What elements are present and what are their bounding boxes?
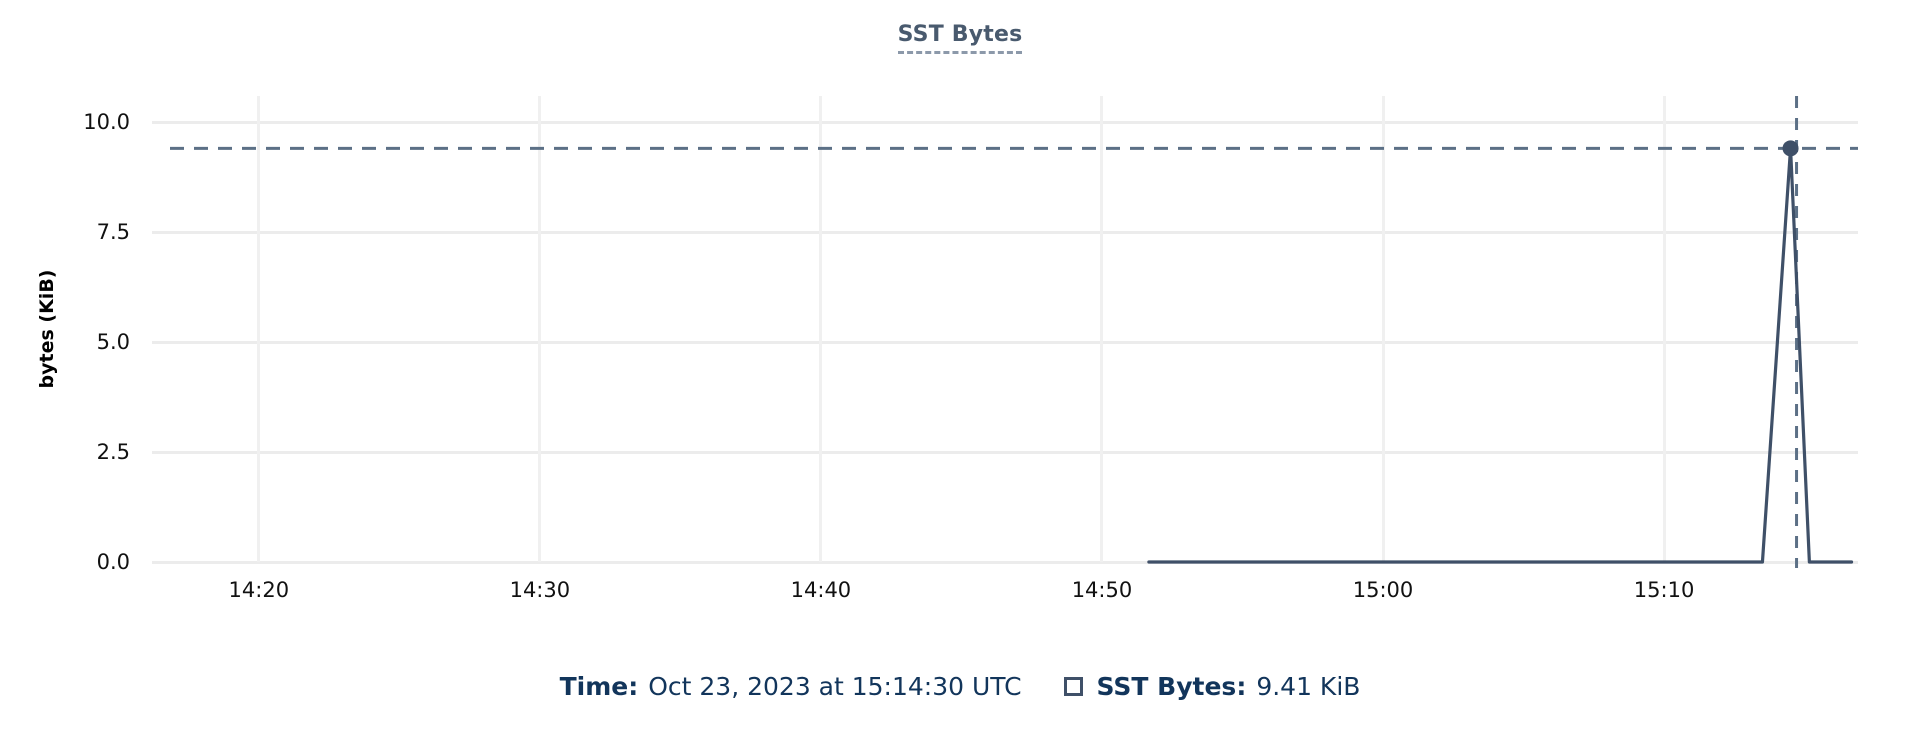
series-plot (170, 96, 1858, 568)
gridline-vertical (1100, 96, 1104, 562)
gridline-vertical (1381, 96, 1385, 562)
x-axis-tick-label: 15:00 (1352, 578, 1414, 602)
footer-time-label: Time: (559, 672, 639, 701)
gridline-horizontal (152, 230, 1858, 234)
footer-time-group: Time: Oct 23, 2023 at 15:14:30 UTC (560, 672, 1022, 701)
series-line-sst-bytes (1147, 146, 1854, 564)
x-axis-tick-label: 15:10 (1633, 578, 1695, 602)
footer-series-value: 9.41 KiB (1256, 672, 1361, 701)
chart-footer: Time: Oct 23, 2023 at 15:14:30 UTC SST B… (0, 672, 1920, 701)
x-axis-tick-label: 14:50 (1071, 578, 1133, 602)
y-axis-tick-label: 7.5 (96, 220, 130, 245)
footer-time-value: Oct 23, 2023 at 15:14:30 UTC (648, 672, 1022, 701)
gridline-vertical (538, 96, 542, 562)
footer-series-group[interactable]: SST Bytes: 9.41 KiB (1063, 672, 1361, 701)
gridline-horizontal (152, 560, 1858, 564)
x-axis-tick-label: 14:30 (509, 578, 571, 602)
x-axis-tick-label: 14:20 (228, 578, 290, 602)
hover-point-marker (1782, 140, 1799, 157)
chart-title: SST Bytes (0, 22, 1920, 54)
y-axis-tick-label: 0.0 (96, 550, 130, 574)
chart-title-text: SST Bytes (897, 22, 1023, 54)
y-axis-tick-label: 5.0 (96, 330, 130, 355)
y-axis-tick-label: 10.0 (83, 110, 130, 135)
gridline-vertical (1662, 96, 1666, 562)
y-axis-title: bytes (KiB) (36, 269, 58, 389)
gridline-horizontal (152, 120, 1858, 124)
plot-area[interactable] (152, 96, 1858, 568)
gridline-horizontal (152, 340, 1858, 344)
footer-series-label: SST Bytes: (1096, 672, 1247, 701)
gridline-vertical (819, 96, 823, 562)
y-axis-tick-label: 2.5 (96, 440, 130, 465)
legend-checkbox-icon[interactable] (1063, 677, 1083, 696)
x-axis-tick-label: 14:40 (790, 578, 852, 602)
gridline-horizontal (152, 450, 1858, 454)
gridline-vertical (257, 96, 261, 562)
